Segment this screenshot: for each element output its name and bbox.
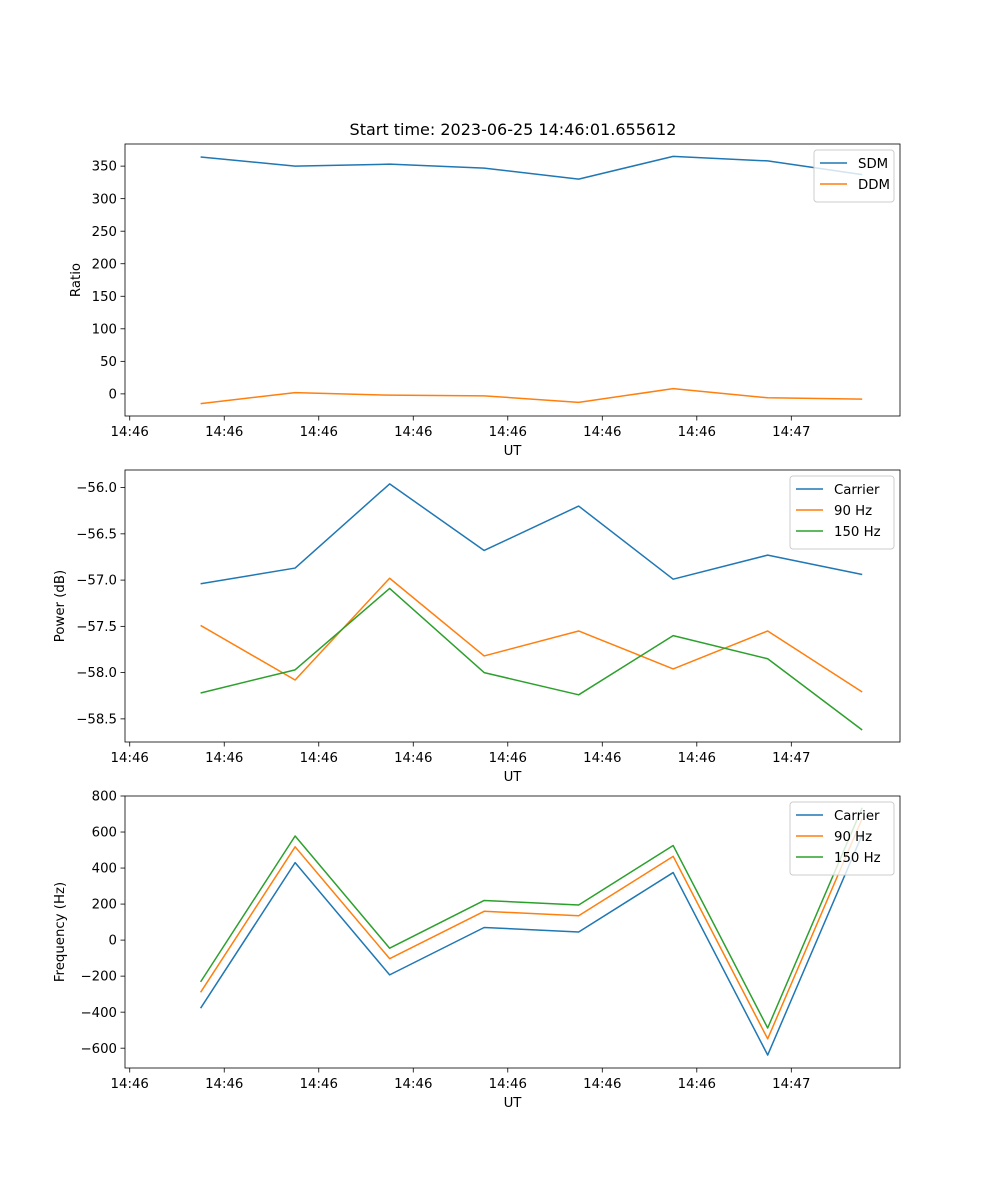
legend-label: Carrier: [834, 483, 880, 498]
x-tick-label: 14:46: [489, 425, 527, 440]
y-axis-label: Ratio: [69, 263, 84, 297]
panel-2: 14:46 14:46 14:46 14:46 14:46 14:46 14:46 14:47…: [53, 469, 901, 785]
y-tick-label: −600: [80, 1042, 117, 1057]
y-tick-label: −400: [80, 1006, 117, 1021]
x-tick-label: 14:47: [772, 1077, 810, 1092]
x-tick-label: 14:46: [300, 751, 338, 766]
y-tick-label: 0: [109, 387, 117, 402]
legend: SDM DDM: [813, 149, 895, 203]
x-tick-label: 14:46: [678, 751, 716, 766]
y-tick-label: 350: [92, 160, 117, 175]
series-line-carrier: [200, 483, 863, 585]
panel-1: 14:46 14:46 14:46 14:46 14:46 14:46 14:46 14:47…: [69, 143, 901, 459]
series-line-90-hz: [199, 818, 863, 1040]
x-tick-label: 14:46: [111, 1077, 149, 1092]
y-tick-label: 300: [92, 192, 117, 207]
legend: Carrier 90 Hz 150 Hz: [789, 801, 895, 876]
x-tick-label: 14:46: [111, 425, 149, 440]
x-tick-label: 14:46: [111, 751, 149, 766]
y-tick-label: 0: [109, 934, 117, 949]
legend-label: Carrier: [834, 809, 880, 824]
y-tick-label: −57.0: [76, 574, 117, 589]
y-tick-label: −58.5: [76, 712, 117, 727]
x-tick-label: 14:46: [489, 751, 527, 766]
y-tick-label: −56.5: [76, 527, 117, 542]
x-tick-label: 14:46: [300, 425, 338, 440]
x-tick-label: 14:46: [300, 1077, 338, 1092]
x-tick-label: 14:46: [205, 751, 243, 766]
legend-label: 150 Hz: [834, 851, 881, 866]
x-tick-label: 14:46: [394, 425, 432, 440]
y-tick-label: 800: [92, 790, 117, 805]
y-tick-label: 250: [92, 225, 117, 240]
axes-frame: [124, 469, 901, 743]
y-tick-label: 50: [100, 355, 117, 370]
series-line-150-hz: [200, 587, 863, 731]
series-line-ddm: [200, 387, 863, 405]
x-tick-label: 14:46: [678, 1077, 716, 1092]
series-line-sdm: [200, 155, 863, 180]
series-line-carrier: [199, 834, 863, 1056]
y-tick-label: −58.0: [76, 666, 117, 681]
y-tick-label: 200: [92, 257, 117, 272]
y-tick-label: −57.5: [76, 620, 117, 635]
x-tick-label: 14:47: [772, 751, 810, 766]
x-tick-label: 14:47: [772, 425, 810, 440]
x-tick-label: 14:46: [678, 425, 716, 440]
x-tick-label: 14:46: [583, 751, 621, 766]
x-tick-label: 14:46: [205, 425, 243, 440]
y-tick-label: 150: [92, 290, 117, 305]
y-axis-label: Power (dB): [53, 570, 68, 642]
y-tick-label: 400: [92, 862, 117, 877]
y-tick-label: 200: [92, 898, 117, 913]
y-axis-label: Frequency (Hz): [53, 882, 68, 982]
legend-label: 90 Hz: [834, 830, 872, 845]
x-axis-label: UT: [504, 444, 523, 459]
legend-label: DDM: [858, 178, 890, 193]
x-axis-label: UT: [504, 770, 523, 785]
legend: Carrier 90 Hz 150 Hz: [789, 475, 895, 550]
x-tick-label: 14:46: [489, 1077, 527, 1092]
panel-3: 14:46 14:46 14:46 14:46 14:46 14:46 14:46 14:47…: [53, 790, 901, 1111]
y-tick-label: −200: [80, 970, 117, 985]
chart-panels: 14:46 14:46 14:46 14:46 14:46 14:46 14:46 14:47…: [53, 143, 901, 1111]
y-tick-label: −56.0: [76, 481, 117, 496]
legend-label: 90 Hz: [834, 504, 872, 519]
x-tick-label: 14:46: [583, 1077, 621, 1092]
series-line-90-hz: [200, 577, 863, 693]
x-axis-label: UT: [504, 1096, 523, 1111]
x-tick-label: 14:46: [394, 751, 432, 766]
series-line-150-hz: [199, 807, 863, 1029]
x-tick-label: 14:46: [583, 425, 621, 440]
axes-frame: [124, 143, 901, 417]
x-tick-label: 14:46: [205, 1077, 243, 1092]
y-tick-label: 100: [92, 322, 117, 337]
x-tick-label: 14:46: [394, 1077, 432, 1092]
legend-label: 150 Hz: [834, 525, 881, 540]
legend-label: SDM: [858, 157, 888, 172]
figure-title: Start time: 2023-06-25 14:46:01.655612: [350, 120, 677, 139]
y-tick-label: 600: [92, 826, 117, 841]
axes-frame: [124, 795, 901, 1069]
